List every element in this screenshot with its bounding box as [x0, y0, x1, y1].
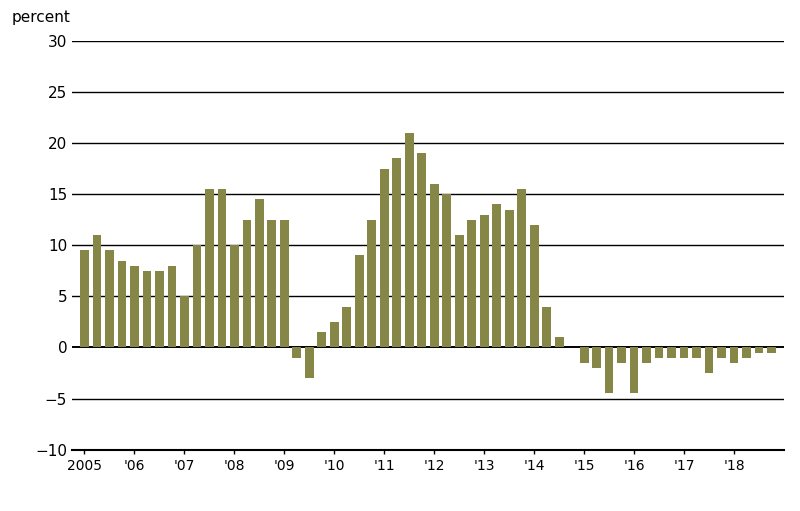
Bar	[342, 307, 351, 347]
Bar	[492, 204, 501, 347]
Bar	[230, 245, 238, 347]
Bar	[93, 235, 102, 347]
Bar	[580, 347, 589, 363]
Bar	[554, 337, 563, 347]
Bar	[105, 250, 114, 347]
Bar	[267, 220, 276, 347]
Bar	[705, 347, 714, 373]
Bar	[305, 347, 314, 378]
Bar	[367, 220, 376, 347]
Text: percent: percent	[11, 10, 70, 25]
Bar	[380, 169, 389, 347]
Bar	[592, 347, 601, 368]
Bar	[318, 332, 326, 347]
Bar	[418, 153, 426, 347]
Bar	[717, 347, 726, 358]
Bar	[355, 256, 364, 347]
Bar	[218, 189, 226, 347]
Bar	[392, 158, 401, 347]
Bar	[442, 194, 451, 347]
Bar	[530, 225, 538, 347]
Bar	[142, 271, 151, 347]
Bar	[255, 199, 264, 347]
Bar	[130, 266, 139, 347]
Bar	[692, 347, 701, 358]
Bar	[405, 133, 414, 347]
Bar	[742, 347, 751, 358]
Bar	[767, 347, 776, 353]
Bar	[242, 220, 251, 347]
Bar	[667, 347, 676, 358]
Bar	[167, 266, 176, 347]
Bar	[754, 347, 763, 353]
Bar	[618, 347, 626, 363]
Bar	[193, 245, 202, 347]
Bar	[80, 250, 89, 347]
Bar	[730, 347, 738, 363]
Bar	[293, 347, 302, 358]
Bar	[642, 347, 651, 363]
Bar	[505, 210, 514, 347]
Bar	[180, 296, 189, 347]
Bar	[630, 347, 638, 393]
Bar	[680, 347, 689, 358]
Bar	[605, 347, 614, 393]
Bar	[155, 271, 164, 347]
Bar	[430, 184, 438, 347]
Bar	[654, 347, 663, 358]
Bar	[280, 220, 289, 347]
Bar	[118, 261, 126, 347]
Bar	[455, 235, 464, 347]
Bar	[518, 189, 526, 347]
Bar	[205, 189, 214, 347]
Bar	[480, 215, 489, 347]
Bar	[467, 220, 476, 347]
Bar	[330, 322, 338, 347]
Bar	[542, 307, 551, 347]
